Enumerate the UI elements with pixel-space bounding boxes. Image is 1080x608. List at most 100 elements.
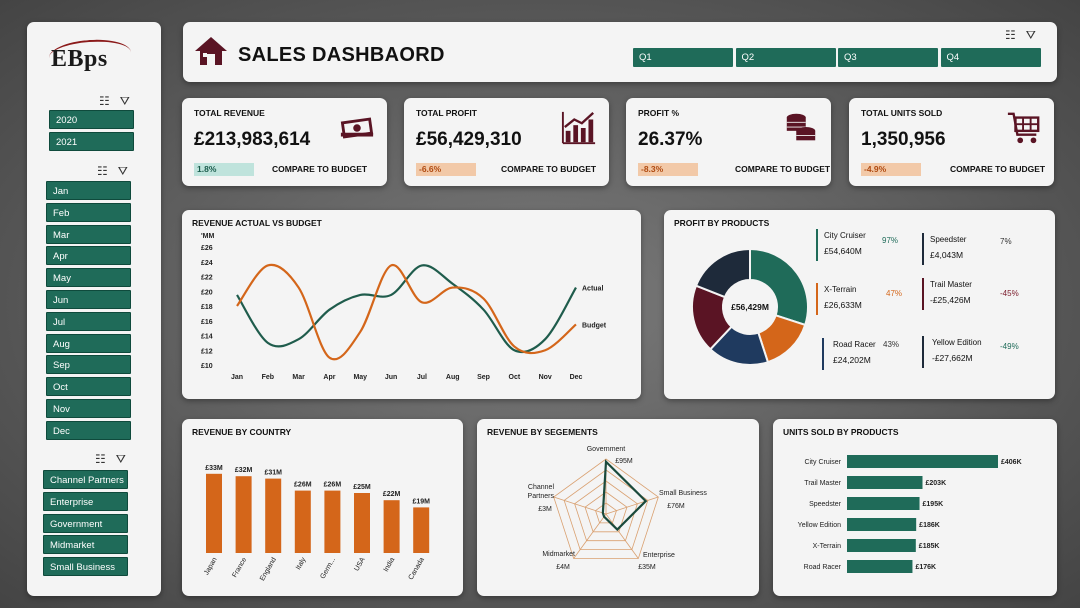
y-tick-label: £26 — [201, 245, 213, 252]
radar-value-label: £4M — [556, 564, 570, 571]
sidebar: EBps ☷ ⛛ ☷ ⛛ ☷ ⛛ 2020 2021 Jan Feb Mar Apr May… — [27, 22, 161, 596]
x-tick-label: Sep — [477, 374, 490, 381]
clear-filter-icon[interactable]: ⛛ — [119, 94, 130, 108]
segment-button-small-business[interactable]: Small Business — [43, 557, 128, 577]
month-button-jul[interactable]: Jul — [46, 311, 131, 331]
quarter-button-q1[interactable]: Q1 — [633, 48, 733, 67]
donut-center-label: £56,429M — [731, 302, 769, 312]
units-bar — [847, 560, 913, 573]
donut-chart: £56,429M City Cruiser £54,640M 97% Speedster… — [691, 229, 1019, 370]
panel-title: REVENUE ACTUAL VS BUDGET — [192, 218, 322, 228]
kpi-compare-label: COMPARE TO BUDGET — [950, 164, 1046, 174]
month-slicer-tools: ☷ ⛛ — [97, 164, 128, 179]
radar-grid-ring — [584, 491, 628, 533]
x-tick-label: Jun — [385, 374, 397, 381]
quarter-button-q3[interactable]: Q3 — [838, 48, 938, 67]
y-tick-label: £24 — [201, 260, 213, 267]
radar-value-label: £35M — [638, 564, 656, 571]
bar-value-label: £22M — [383, 491, 401, 498]
bar-value-label: £31M — [264, 470, 282, 477]
clear-filter-icon[interactable]: ⛛ — [115, 452, 126, 466]
month-button-feb[interactable]: Feb — [46, 202, 131, 222]
radar-series — [601, 459, 648, 532]
x-tick-label: Jan — [231, 374, 243, 381]
year-button-2020[interactable]: 2020 — [49, 110, 134, 129]
country-label: Germ... — [319, 556, 337, 580]
month-button-dec[interactable]: Dec — [46, 420, 131, 440]
multi-select-icon[interactable]: ☷ — [99, 94, 110, 108]
kpi-card-total-units-sold: TOTAL UNITS SOLD 1,350,956 -4.9% COMPARE TO… — [849, 98, 1054, 186]
month-button-mar[interactable]: Mar — [46, 224, 131, 244]
month-button-sep[interactable]: Sep — [46, 355, 131, 375]
y-tick-label: £22 — [201, 275, 213, 282]
bar-value-label: £176K — [915, 564, 936, 571]
month-button-jun[interactable]: Jun — [46, 290, 131, 309]
product-label: Yellow Edition — [798, 522, 841, 529]
multi-select-icon[interactable]: ☷ — [95, 452, 106, 466]
legend-value: £4,043M — [930, 250, 963, 260]
month-button-may[interactable]: May — [46, 268, 131, 288]
country-bar-chart: £33M Japan £32M France £31M England £26M Italy £… — [203, 465, 430, 582]
x-tick-label: Aug — [446, 374, 460, 381]
kpi-value: 26.37% — [638, 129, 703, 150]
units-bar-chart: City Cruiser £406K Trail Master £203K Speeds… — [798, 455, 1022, 573]
x-tick-label: Apr — [323, 374, 335, 381]
segment-button-midmarket[interactable]: Midmarket — [43, 535, 128, 555]
month-button-jan[interactable]: Jan — [46, 181, 131, 200]
radar-axis — [553, 496, 607, 515]
quarter-button-q4[interactable]: Q4 — [940, 48, 1041, 67]
home-icon[interactable] — [194, 35, 228, 67]
legend-name: City Cruiser — [824, 231, 866, 240]
bar-value-label: £26M — [324, 482, 342, 489]
multi-select-icon[interactable]: ☷ — [1005, 28, 1016, 42]
kpi-title: TOTAL REVENUE — [194, 108, 265, 118]
units-bar — [847, 539, 916, 552]
segment-button-enterprise[interactable]: Enterprise — [43, 491, 128, 511]
country-label: France — [231, 556, 248, 578]
kpi-variance-badge: -6.6% — [416, 163, 476, 176]
radar-grid-ring — [595, 502, 617, 524]
month-button-apr[interactable]: Apr — [46, 246, 131, 266]
revenue-by-segments-panel: REVENUE BY SEGEMENTS Government £95M Small… — [477, 419, 759, 596]
quarter-button-q2[interactable]: Q2 — [735, 48, 836, 67]
radar-grid-ring — [553, 458, 659, 559]
month-button-oct[interactable]: Oct — [46, 377, 131, 397]
y-tick-label: £20 — [201, 289, 213, 296]
month-button-aug[interactable]: Aug — [46, 333, 131, 353]
legend-marker — [922, 278, 924, 310]
legend-pct: 97% — [882, 236, 898, 245]
kpi-title: PROFIT % — [638, 108, 680, 118]
coins-icon — [786, 113, 816, 141]
legend-pct: 47% — [886, 289, 902, 298]
legend-pct: 7% — [1000, 237, 1012, 246]
year-slicer-tools: ☷ ⛛ — [99, 94, 130, 109]
radar-chart: Government £95M Small Business £76M Enterpri… — [528, 446, 708, 571]
country-label: Italy — [295, 556, 308, 571]
country-bar — [235, 476, 252, 553]
segment-button-government[interactable]: Government — [43, 513, 128, 533]
radar-grid-ring — [574, 480, 638, 542]
bar-value-label: £32M — [235, 467, 253, 474]
month-button-nov[interactable]: Nov — [46, 399, 131, 418]
clear-filter-icon[interactable]: ⛛ — [1025, 28, 1036, 42]
kpi-compare-label: COMPARE TO BUDGET — [735, 164, 831, 174]
multi-select-icon[interactable]: ☷ — [97, 164, 108, 178]
x-tick-label: Feb — [262, 374, 274, 381]
money-icon — [340, 117, 374, 139]
country-bar — [206, 473, 222, 553]
donut-slice-city-cruiser — [749, 247, 809, 327]
radar-category-label: Partners — [528, 493, 555, 500]
radar-axis — [605, 513, 639, 559]
country-bar — [413, 507, 430, 553]
kpi-card-profit-: PROFIT % 26.37% -8.3% COMPARE TO BUDGET — [626, 98, 831, 186]
clear-filter-icon[interactable]: ⛛ — [117, 164, 128, 178]
country-bar — [383, 500, 400, 553]
segment-button-channel-partners[interactable]: Channel Partners — [43, 470, 128, 489]
legend-value: -£27,662M — [932, 353, 973, 363]
profit-by-products-panel: PROFIT BY PRODUCTS £56,429M City Cruiser £… — [664, 210, 1055, 399]
segment-slicer-tools: ☷ ⛛ — [95, 452, 126, 467]
bar-value-label: £25M — [353, 484, 371, 491]
radar-category-label: Enterprise — [643, 552, 675, 559]
y-tick-label: £16 — [201, 319, 213, 326]
year-button-2021[interactable]: 2021 — [49, 132, 134, 151]
